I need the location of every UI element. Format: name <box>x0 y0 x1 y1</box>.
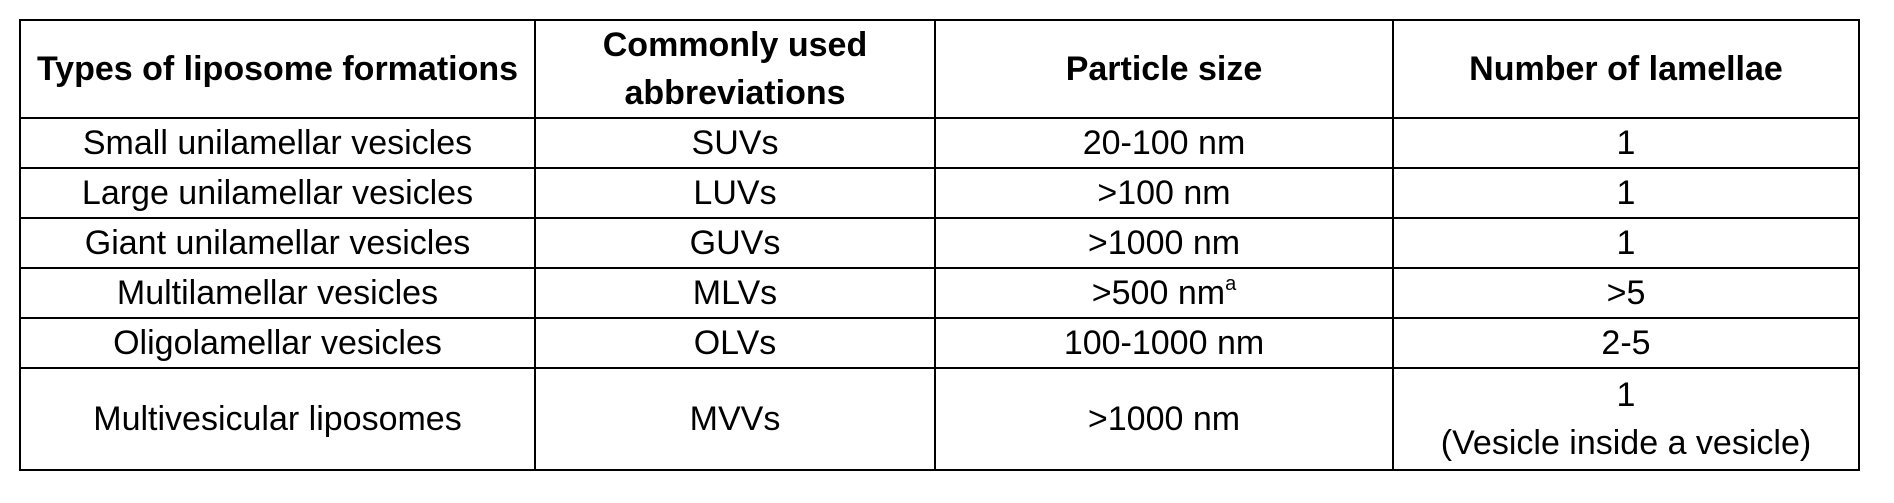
particle-size-value: >500 nm <box>1091 274 1226 312</box>
cell-lamellae: 1 <box>1392 117 1860 169</box>
table-row: Large unilamellar vesicles LUVs >100 nm … <box>19 167 1860 219</box>
cell-abbreviation: SUVs <box>534 117 936 169</box>
cell-abbreviation: GUVs <box>534 217 936 269</box>
table-row: Giant unilamellar vesicles GUVs >1000 nm… <box>19 217 1860 269</box>
cell-abbreviation: LUVs <box>534 167 936 219</box>
table-header-row: Types of liposome formations Commonly us… <box>19 19 1860 119</box>
header-lamellae: Number of lamellae <box>1392 19 1860 119</box>
table-row: Multilamellar vesicles MLVs >500 nma >5 <box>19 267 1860 319</box>
cell-particle-size: >1000 nm <box>934 217 1394 269</box>
cell-liposome-type: Large unilamellar vesicles <box>19 167 536 219</box>
cell-abbreviation: MVVs <box>534 367 936 471</box>
table-row: Oligolamellar vesicles OLVs 100-1000 nm … <box>19 317 1860 369</box>
table-row: Small unilamellar vesicles SUVs 20-100 n… <box>19 117 1860 169</box>
cell-particle-size: >500 nma <box>934 267 1394 319</box>
cell-liposome-type: Oligolamellar vesicles <box>19 317 536 369</box>
cell-lamellae: >5 <box>1392 267 1860 319</box>
cell-liposome-type: Small unilamellar vesicles <box>19 117 536 169</box>
lamellae-value: 1 <box>1616 376 1636 414</box>
cell-particle-size: >100 nm <box>934 167 1394 219</box>
cell-particle-size: 20-100 nm <box>934 117 1394 169</box>
cell-lamellae: 1 <box>1392 217 1860 269</box>
header-liposome-type: Types of liposome formations <box>19 19 536 119</box>
cell-lamellae: 2-5 <box>1392 317 1860 369</box>
cell-liposome-type: Giant unilamellar vesicles <box>19 217 536 269</box>
header-abbreviation: Commonly used abbreviations <box>534 19 936 119</box>
liposome-types-table: Types of liposome formations Commonly us… <box>19 19 1860 471</box>
cell-abbreviation: OLVs <box>534 317 936 369</box>
cell-particle-size: >1000 nm <box>934 367 1394 471</box>
header-particle-size: Particle size <box>934 19 1394 119</box>
cell-liposome-type: Multivesicular liposomes <box>19 367 536 471</box>
cell-particle-size: 100-1000 nm <box>934 317 1394 369</box>
lamellae-note: (Vesicle inside a vesicle) <box>1440 424 1812 462</box>
table-row: Multivesicular liposomes MVVs >1000 nm 1… <box>19 367 1860 471</box>
cell-abbreviation: MLVs <box>534 267 936 319</box>
cell-lamellae: 1 (Vesicle inside a vesicle) <box>1392 367 1860 471</box>
cell-liposome-type: Multilamellar vesicles <box>19 267 536 319</box>
footnote-marker: a <box>1225 273 1237 295</box>
cell-lamellae: 1 <box>1392 167 1860 219</box>
